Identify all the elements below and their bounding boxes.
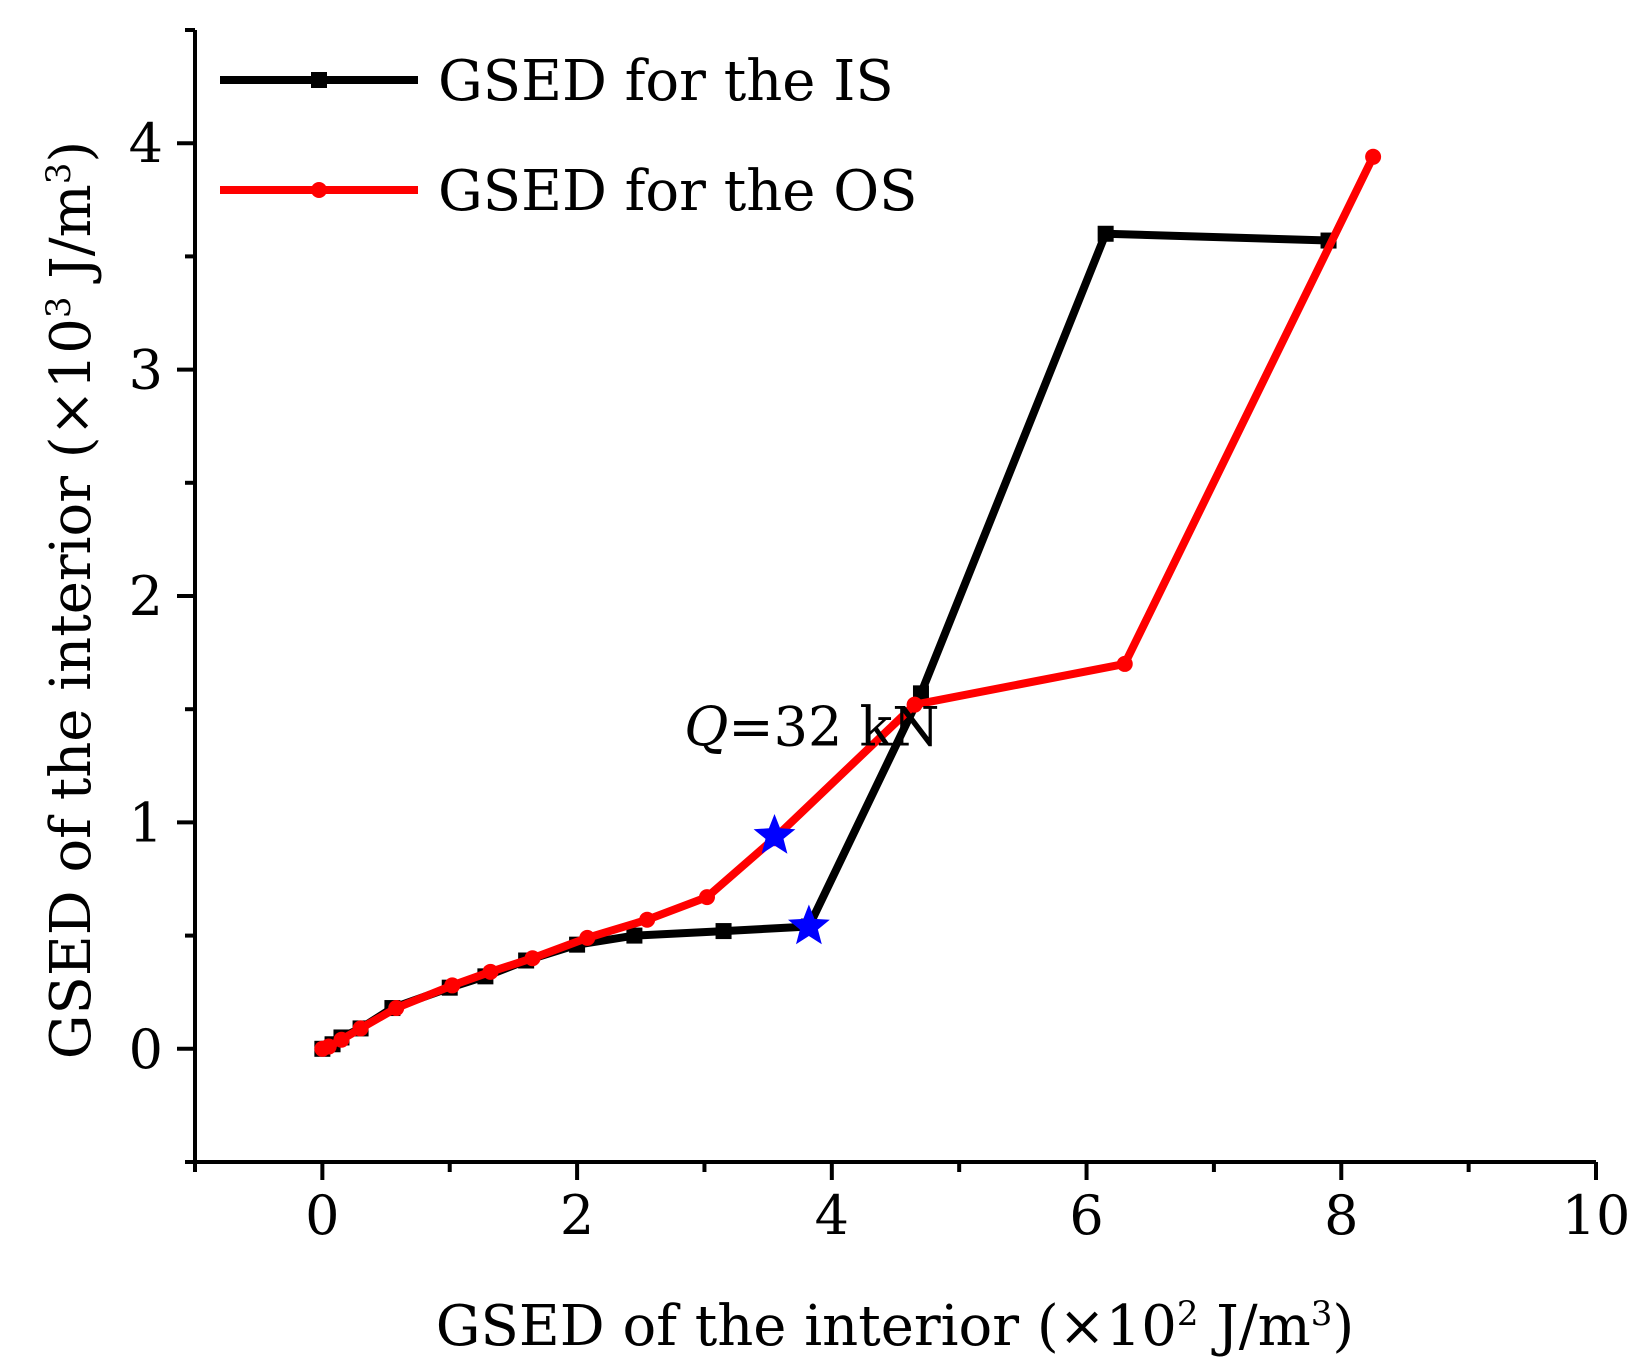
annotation-italic: Q bbox=[684, 695, 728, 758]
x-ticks bbox=[193, 1162, 1598, 1180]
y-ticks bbox=[177, 28, 195, 1164]
series-2 bbox=[314, 148, 1382, 1057]
x-tick-label: 8 bbox=[1324, 1184, 1358, 1247]
data-point bbox=[1097, 225, 1114, 242]
legend-swatch-marker bbox=[311, 72, 327, 88]
x-tick-labels: 0 2 4 6 8 10 bbox=[305, 1184, 1630, 1247]
data-point bbox=[626, 927, 643, 944]
legend-label: GSED for the OS bbox=[438, 159, 917, 224]
data-point bbox=[388, 1000, 405, 1017]
x-tick-label: 0 bbox=[305, 1184, 339, 1247]
highlight-star bbox=[753, 814, 796, 854]
data-point bbox=[699, 889, 716, 906]
data-point bbox=[333, 1031, 350, 1048]
highlight-star bbox=[788, 904, 830, 945]
x-tick-label: 10 bbox=[1562, 1184, 1631, 1247]
data-point bbox=[906, 696, 923, 713]
y-tick-label: 3 bbox=[129, 339, 163, 402]
y-tick-label: 1 bbox=[129, 791, 163, 854]
legend-item-1: GSED for the IS bbox=[220, 49, 894, 114]
y-axis-title: GSED of the interior (×103 J/m3) bbox=[39, 141, 104, 1059]
x-tick-label: 6 bbox=[1069, 1184, 1103, 1247]
data-point bbox=[352, 1020, 369, 1037]
data-point bbox=[639, 911, 656, 928]
plot-area bbox=[314, 148, 1382, 1057]
legend-label: GSED for the IS bbox=[438, 49, 894, 114]
y-tick-label: 2 bbox=[129, 565, 163, 628]
legend: GSED for the IS GSED for the OS bbox=[220, 49, 917, 224]
y-tick-label: 0 bbox=[129, 1018, 163, 1081]
series-1 bbox=[314, 225, 1337, 1057]
data-point bbox=[579, 929, 596, 946]
data-point bbox=[524, 950, 541, 967]
x-axis-title: GSED of the interior (×102 J/m3) bbox=[436, 1294, 1354, 1359]
annotation-load-label: Q=32 kN bbox=[684, 695, 939, 758]
data-point bbox=[482, 963, 499, 980]
y-tick-label: 4 bbox=[129, 112, 163, 175]
legend-item-2: GSED for the OS bbox=[220, 159, 917, 224]
data-point bbox=[715, 923, 732, 940]
y-tick-labels: 0 1 2 3 4 bbox=[129, 112, 163, 1081]
x-tick-label: 2 bbox=[560, 1184, 594, 1247]
data-point bbox=[1365, 148, 1382, 165]
series-line bbox=[318, 152, 1378, 1053]
legend-swatch-marker bbox=[311, 182, 327, 198]
data-point bbox=[444, 977, 461, 994]
data-point bbox=[320, 1038, 337, 1055]
data-point bbox=[1116, 655, 1133, 672]
x-tick-label: 4 bbox=[815, 1184, 849, 1247]
series-line bbox=[318, 229, 1333, 1053]
annotation-text: =32 kN bbox=[728, 695, 939, 758]
